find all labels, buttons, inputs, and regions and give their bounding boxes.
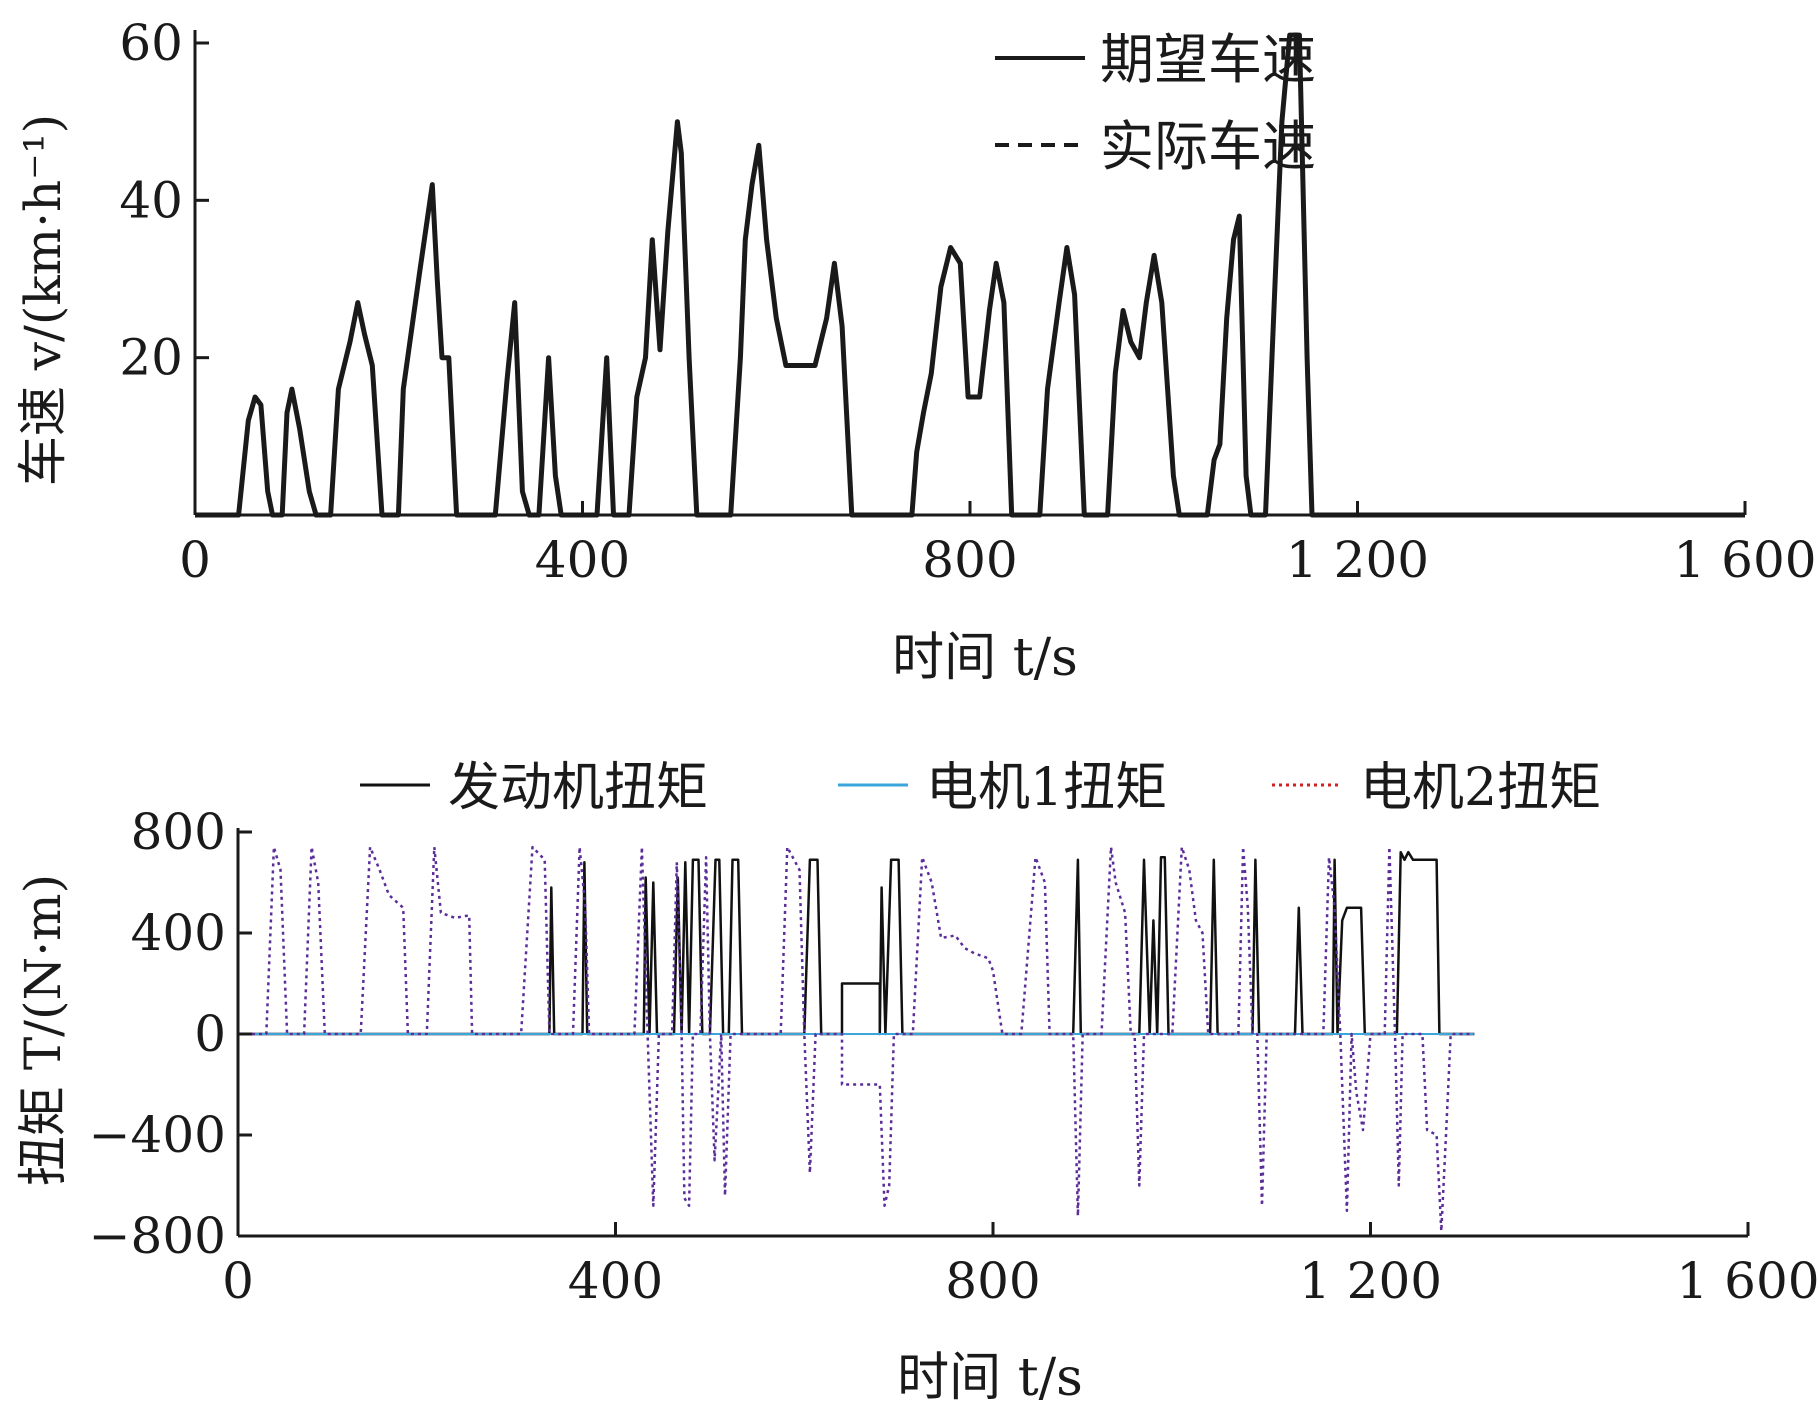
legend-label-actual-speed: 实际车速 — [1100, 115, 1316, 178]
x-tick-label: 1 600 — [1673, 531, 1816, 589]
speed-plot-area — [195, 32, 1745, 518]
series-line-1 — [238, 850, 1475, 1036]
series-line-3 — [238, 845, 1475, 1233]
y-tick-label: 20 — [119, 329, 183, 387]
legend-label-motor1-torque: 电机1扭矩 — [926, 758, 1167, 818]
speed-x-axis-label: 时间 t/s — [892, 628, 1078, 688]
series-line-1 — [195, 32, 1745, 518]
x-tick-label: 1 200 — [1286, 531, 1429, 589]
torque-plot-area — [238, 845, 1475, 1233]
torque-x-ticks: 0 400 800 1 200 1 600 — [222, 1222, 1819, 1310]
x-tick-label: 1 200 — [1299, 1252, 1442, 1310]
y-tick-label: 400 — [131, 904, 226, 962]
torque-y-axis-label: 扭矩 T/(N·m) — [14, 874, 72, 1186]
x-tick-label: 1 600 — [1676, 1252, 1819, 1310]
y-tick-label: 40 — [119, 171, 183, 229]
torque-x-axis-label: 时间 t/s — [897, 1348, 1083, 1408]
x-tick-label: 800 — [945, 1252, 1040, 1310]
speed-y-axis-label: 车速 v/(km·h⁻¹) — [14, 114, 72, 486]
series-line-2 — [195, 33, 1745, 517]
x-tick-label: 0 — [179, 531, 211, 589]
legend-label-engine-torque: 发动机扭矩 — [448, 758, 708, 818]
speed-y-ticks: 20 40 60 — [119, 14, 209, 387]
speed-chart: 0 400 800 1 200 1 600 20 40 60 时间 t/s 车速 v/(km… — [14, 14, 1817, 688]
x-tick-label: 400 — [568, 1252, 663, 1310]
torque-y-ticks: 800 400 0 −400 −800 — [89, 803, 252, 1265]
y-tick-label: −800 — [89, 1207, 226, 1265]
torque-chart: 发动机扭矩 电机1扭矩 电机2扭矩 0 400 800 1 200 1 600 800 4… — [14, 758, 1819, 1408]
x-tick-label: 400 — [535, 531, 630, 589]
speed-legend: 期望车速 实际车速 — [995, 28, 1316, 178]
y-tick-label: 60 — [119, 14, 183, 72]
legend-label-desired-speed: 期望车速 — [1100, 28, 1316, 91]
legend-label-motor2-torque: 电机2扭矩 — [1360, 758, 1601, 818]
y-tick-label: −400 — [89, 1106, 226, 1164]
y-tick-label: 0 — [194, 1005, 226, 1063]
y-tick-label: 800 — [131, 803, 226, 861]
speed-x-ticks: 0 400 800 1 200 1 600 — [179, 501, 1817, 589]
x-tick-label: 0 — [222, 1252, 254, 1310]
torque-legend: 发动机扭矩 电机1扭矩 电机2扭矩 — [360, 758, 1601, 818]
x-tick-label: 800 — [922, 531, 1017, 589]
